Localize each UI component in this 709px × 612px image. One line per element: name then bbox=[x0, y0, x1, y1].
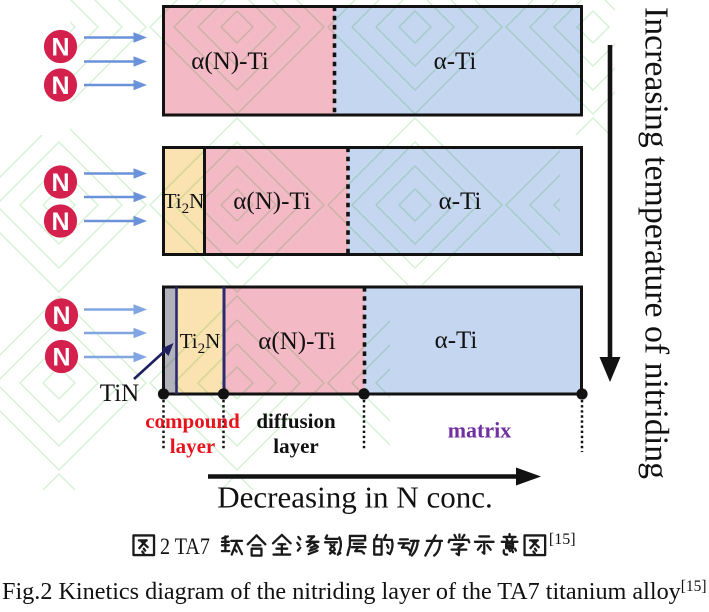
svg-text:N: N bbox=[51, 169, 69, 197]
svg-text:α-Ti: α-Ti bbox=[434, 48, 477, 75]
svg-text:Increasing temperature of nitr: Increasing temperature of nitriding bbox=[638, 7, 675, 479]
svg-text:N: N bbox=[52, 302, 70, 330]
svg-text:TiN: TiN bbox=[100, 380, 139, 407]
svg-text:Ti2N: Ti2N bbox=[180, 329, 221, 357]
svg-text:N: N bbox=[52, 344, 70, 372]
svg-text:N: N bbox=[51, 72, 69, 100]
svg-text:[15]: [15] bbox=[549, 531, 576, 548]
svg-text:matrix: matrix bbox=[448, 418, 512, 443]
svg-text:N: N bbox=[51, 34, 69, 62]
svg-text:Decreasing in N conc.: Decreasing in N conc. bbox=[217, 480, 492, 515]
svg-text:2 TA7: 2 TA7 bbox=[160, 534, 210, 560]
svg-text:α-Ti: α-Ti bbox=[435, 327, 478, 354]
svg-text:layer: layer bbox=[170, 434, 215, 458]
svg-text:α(N)-Ti: α(N)-Ti bbox=[191, 48, 269, 75]
svg-text:compound: compound bbox=[145, 409, 240, 433]
svg-text:α(N)-Ti: α(N)-Ti bbox=[233, 188, 311, 215]
svg-text:diffusion: diffusion bbox=[256, 409, 336, 433]
svg-text:α-Ti: α-Ti bbox=[439, 188, 482, 215]
svg-text:α(N)-Ti: α(N)-Ti bbox=[258, 328, 336, 355]
svg-text:N: N bbox=[51, 208, 69, 236]
svg-text:Fig.2 Kinetics diagram of the: Fig.2 Kinetics diagram of the nitriding … bbox=[2, 578, 707, 605]
svg-text:layer: layer bbox=[273, 434, 318, 458]
